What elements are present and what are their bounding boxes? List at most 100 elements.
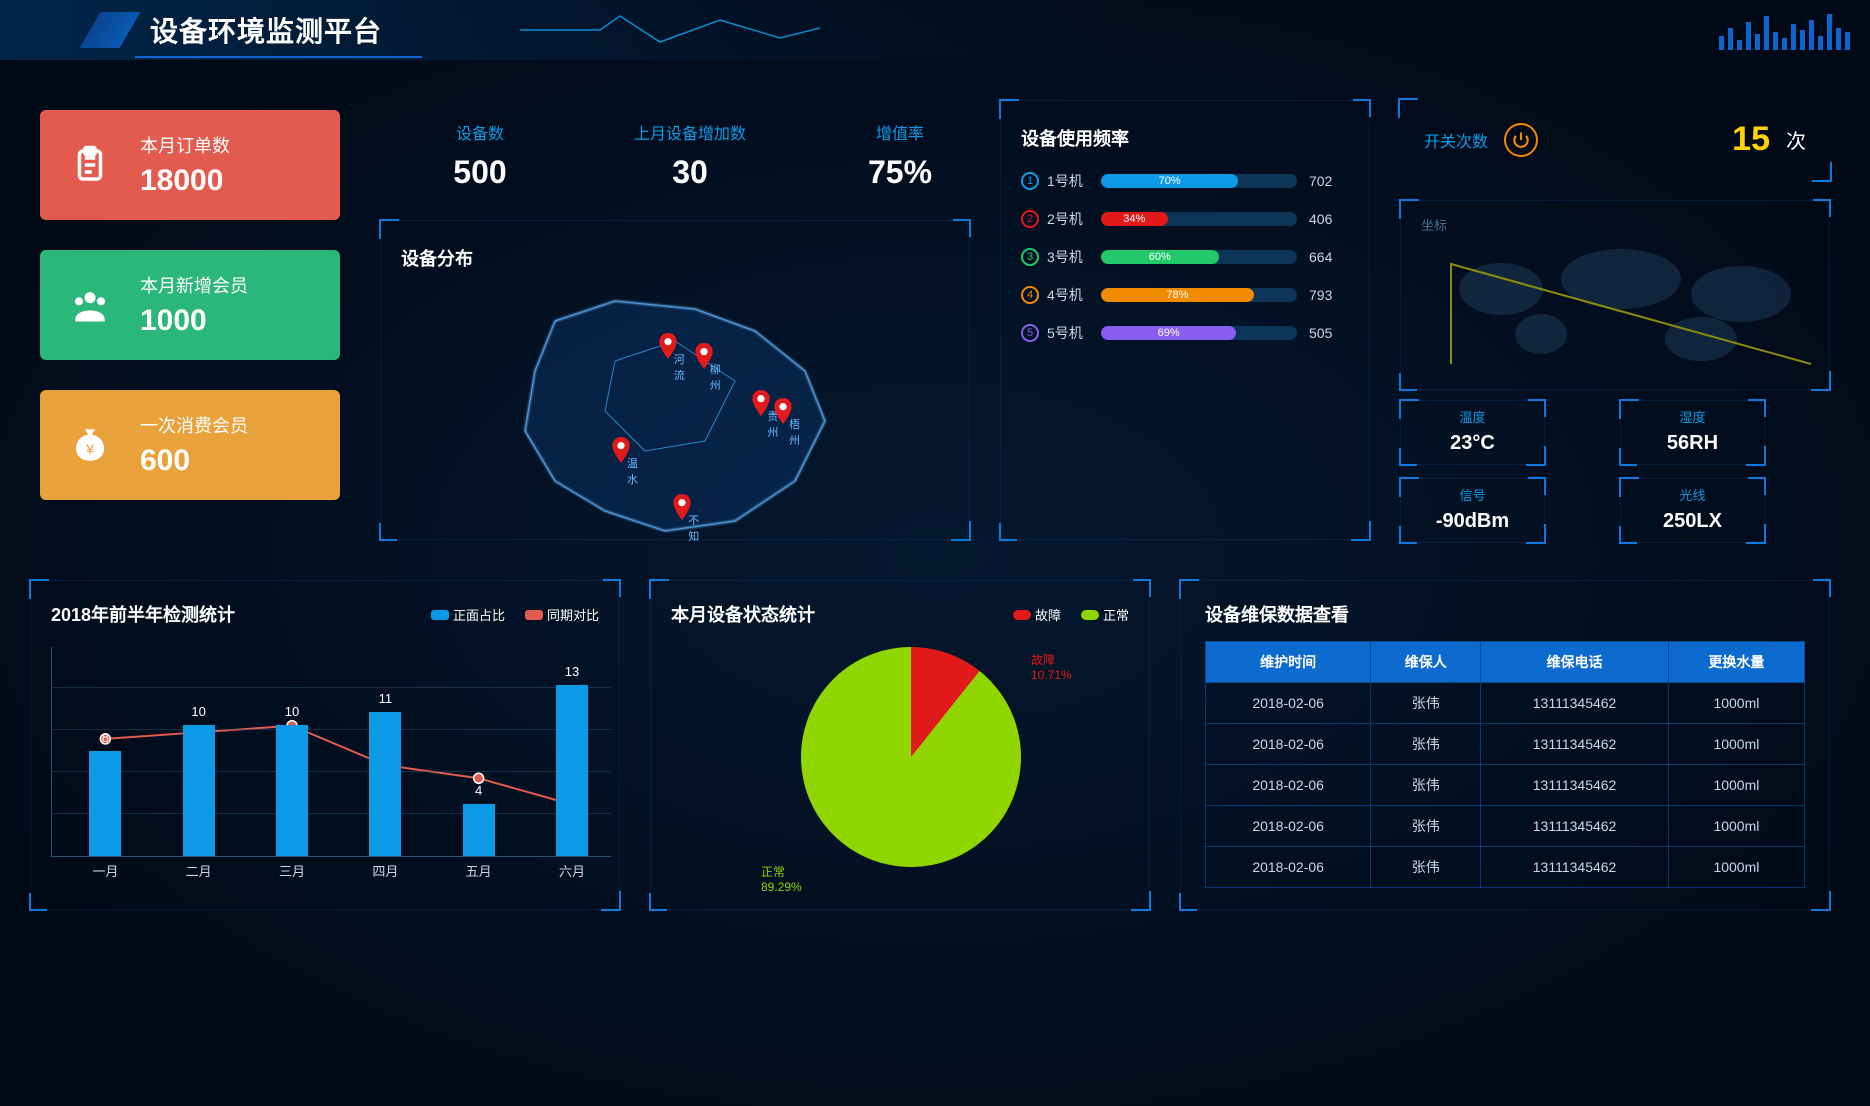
stat-2: 增值率 75% <box>810 120 990 191</box>
td: 1000ml <box>1668 724 1804 765</box>
td: 2018-02-06 <box>1206 765 1371 806</box>
usage-index: 3 <box>1021 248 1039 266</box>
card-label: 本月新增会员 <box>140 272 248 298</box>
bar-value: 10 <box>179 704 219 719</box>
map-marker-label: 梧州 <box>789 416 800 448</box>
kpi-card-2[interactable]: ¥一次消费会员600 <box>40 390 340 500</box>
usage-name: 5号机 <box>1047 323 1089 343</box>
legend-item: 正常 <box>1081 605 1129 624</box>
pie-label-normal: 正常89.29% <box>761 863 802 894</box>
usage-trail: 793 <box>1309 287 1349 303</box>
usage-trail: 702 <box>1309 173 1349 189</box>
bar <box>276 725 308 856</box>
th: 维护时间 <box>1206 642 1371 683</box>
map-marker-label: 不知 <box>688 512 699 544</box>
bar-value: 4 <box>459 783 499 798</box>
switch-value: 15 <box>1732 120 1770 159</box>
stat-value: 75% <box>810 154 990 191</box>
usage-track: 60% <box>1101 250 1297 264</box>
switch-unit: 次 <box>1786 125 1806 154</box>
bar <box>89 751 121 856</box>
bar-value: 13 <box>552 664 592 679</box>
coords-label: 坐标 <box>1421 215 1809 234</box>
map-container: 河流柳州贵州梧州温水不知 <box>495 281 855 541</box>
td: 13111345462 <box>1481 765 1669 806</box>
map-marker-label: 温水 <box>627 455 638 487</box>
td: 2018-02-06 <box>1206 724 1371 765</box>
td: 张伟 <box>1371 806 1481 847</box>
pie-legend: 故障 正常 <box>1013 605 1129 624</box>
usage-row: 44号机78%793 <box>1021 285 1349 305</box>
td: 1000ml <box>1668 847 1804 888</box>
usage-name: 1号机 <box>1047 171 1089 191</box>
bar-value: 10 <box>272 704 312 719</box>
usage-track: 78% <box>1101 288 1297 302</box>
mini-value: 56RH <box>1621 432 1764 455</box>
panel-barline: 2018年前半年检测统计 正面占比同期对比 8一月10二月10三月11四月4五月… <box>30 580 620 910</box>
table-row: 2018-02-06张伟131113454621000ml <box>1206 847 1805 888</box>
td: 张伟 <box>1371 724 1481 765</box>
world-map-decor <box>1421 234 1821 384</box>
usage-row: 11号机70%702 <box>1021 171 1349 191</box>
mini-value: -90dBm <box>1401 510 1544 533</box>
header: 设备环境监测平台 <box>0 0 1870 60</box>
page-title: 设备环境监测平台 <box>150 10 382 50</box>
bar <box>183 725 215 856</box>
card-label: 一次消费会员 <box>140 412 248 438</box>
td: 13111345462 <box>1481 724 1669 765</box>
mini-label: 光线 <box>1621 485 1764 504</box>
bar-xlabel: 一月 <box>75 861 135 880</box>
usage-fill: 34% <box>1101 212 1168 226</box>
barline-legend: 正面占比同期对比 <box>431 605 599 624</box>
panel-maint: 设备维保数据查看 维护时间维保人维保电话更换水量2018-02-06张伟1311… <box>1180 580 1830 910</box>
td: 张伟 <box>1371 847 1481 888</box>
td: 1000ml <box>1668 765 1804 806</box>
stat-value: 30 <box>600 154 780 191</box>
bar <box>463 804 495 857</box>
panel-title-barline: 2018年前半年检测统计 <box>51 601 235 627</box>
usage-index: 5 <box>1021 324 1039 342</box>
stat-1: 上月设备增加数30 <box>600 120 780 191</box>
table-row: 2018-02-06张伟131113454621000ml <box>1206 724 1805 765</box>
switch-label: 开关次数 <box>1424 128 1488 152</box>
panel-pie: 本月设备状态统计 故障正常 故障10.71%正常89.29% <box>650 580 1150 910</box>
usage-index: 2 <box>1021 210 1039 228</box>
maint-table: 维护时间维保人维保电话更换水量2018-02-06张伟1311134546210… <box>1205 641 1805 888</box>
bar-xlabel: 五月 <box>449 861 509 880</box>
mini-label: 湿度 <box>1621 407 1764 426</box>
usage-row: 55号机69%505 <box>1021 323 1349 343</box>
mini-label: 信号 <box>1401 485 1544 504</box>
usage-track: 69% <box>1101 326 1297 340</box>
td: 13111345462 <box>1481 683 1669 724</box>
mini-stat-0: 温度23°C <box>1400 400 1545 465</box>
usage-fill: 69% <box>1101 326 1236 340</box>
mini-value: 250LX <box>1621 510 1764 533</box>
panel-coords: 坐标 <box>1400 200 1830 390</box>
kpi-card-0[interactable]: 本月订单数18000 <box>40 110 340 220</box>
header-bars-decor <box>1719 10 1850 50</box>
stat-value: 500 <box>390 154 570 191</box>
kpi-card-1[interactable]: 本月新增会员 1000 <box>40 250 340 360</box>
legend-item: 故障 <box>1013 605 1061 624</box>
panel-title-distribution: 设备分布 <box>401 245 949 271</box>
panel-distribution: 设备分布 河流柳州贵州梧州温水不知 <box>380 220 970 540</box>
td: 张伟 <box>1371 765 1481 806</box>
pie-chart <box>801 647 1021 867</box>
table-row: 2018-02-06张伟131113454621000ml <box>1206 683 1805 724</box>
svg-text:¥: ¥ <box>85 441 94 457</box>
stat-label: 设备数 <box>390 120 570 144</box>
usage-fill: 60% <box>1101 250 1219 264</box>
mini-stat-2: 信号 -90dBm <box>1400 478 1545 543</box>
card-icon: ¥ <box>60 415 120 475</box>
bar <box>556 685 588 856</box>
td: 2018-02-06 <box>1206 847 1371 888</box>
panel-usage: 设备使用频率 11号机70%70222号机34%40633号机60%66444号… <box>1000 100 1370 540</box>
card-value: 18000 <box>140 164 230 198</box>
stat-label: 增值率 <box>810 120 990 144</box>
usage-trail: 406 <box>1309 211 1349 227</box>
card-value: 1000 <box>140 304 248 338</box>
panel-title-pie: 本月设备状态统计 <box>671 601 815 627</box>
usage-track: 34% <box>1101 212 1297 226</box>
mini-label: 温度 <box>1401 407 1544 426</box>
bar-xlabel: 三月 <box>262 861 322 880</box>
